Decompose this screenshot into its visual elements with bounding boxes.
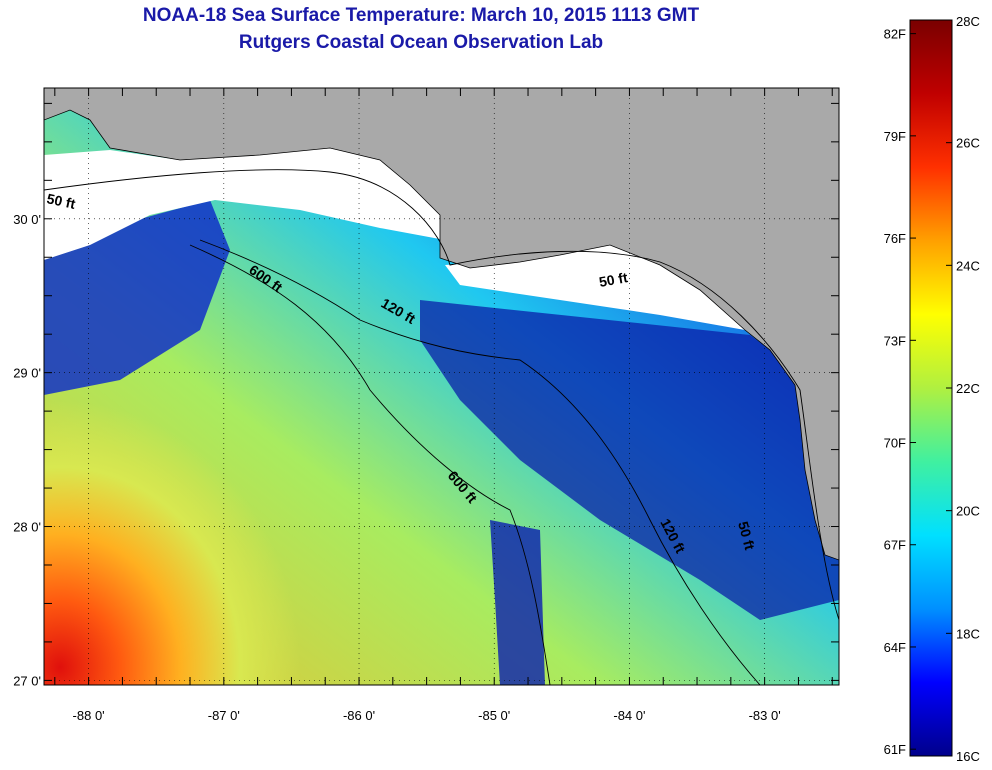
colorbar: 28C 26C 24C 22C 20C 18C 16C 82F 79F 76F 73F 70F 67F 6… bbox=[884, 14, 980, 764]
fahrenheit-label: 67F bbox=[884, 538, 906, 553]
chart-title: NOAA-18 Sea Surface Temperature: March 1… bbox=[142, 5, 700, 26]
colorbar-labels: 28C 26C 24C 22C 20C 18C 16C 82F 79F 76F 73F 70F 67F 6… bbox=[884, 14, 980, 764]
celsius-label: 22C bbox=[956, 381, 980, 396]
celsius-label: 26C bbox=[956, 136, 980, 151]
axis-ticks: -88 0' -87 0' -86 0' -85 0' -84 0' -83 0' 27 0… bbox=[13, 88, 839, 723]
celsius-label: 16C bbox=[956, 749, 980, 764]
celsius-label: 20C bbox=[956, 504, 980, 519]
contour-50ft bbox=[44, 169, 839, 621]
lon-tick-label: -88 0' bbox=[73, 708, 105, 723]
cold-water-filament bbox=[490, 520, 545, 685]
no-data-region-bigbend bbox=[445, 245, 745, 330]
cold-water-northwest bbox=[44, 200, 230, 395]
contour-label: 50 ft bbox=[735, 520, 758, 552]
lat-tick-label: 27 0' bbox=[13, 673, 41, 688]
lon-tick-label: -85 0' bbox=[478, 708, 510, 723]
lon-tick-label: -86 0' bbox=[343, 708, 375, 723]
fahrenheit-label: 82F bbox=[884, 27, 906, 42]
warm-water-region bbox=[44, 330, 364, 685]
fahrenheit-label: 61F bbox=[884, 742, 906, 757]
map-frame bbox=[43, 87, 840, 686]
contour-600ft bbox=[189, 244, 551, 685]
land-mass bbox=[44, 88, 839, 561]
contour-120ft bbox=[199, 239, 761, 685]
lon-tick-label: -87 0' bbox=[208, 708, 240, 723]
colorbar-strip bbox=[909, 19, 953, 757]
lat-tick-label: 28 0' bbox=[13, 520, 41, 535]
lon-tick-label: -84 0' bbox=[613, 708, 645, 723]
map-panel: 50 ft 600 ft 120 ft 50 ft 600 ft 120 ft … bbox=[44, 88, 839, 685]
celsius-label: 18C bbox=[956, 626, 980, 641]
lon-tick-label: -83 0' bbox=[749, 708, 781, 723]
contour-label: 50 ft bbox=[45, 190, 77, 212]
fahrenheit-label: 73F bbox=[884, 333, 906, 348]
no-data-region-north bbox=[44, 145, 445, 260]
contour-label: 50 ft bbox=[598, 269, 629, 290]
chart-subtitle: Rutgers Coastal Ocean Observation Lab bbox=[238, 32, 604, 53]
fahrenheit-label: 70F bbox=[884, 436, 906, 451]
cold-water-band bbox=[420, 300, 839, 620]
lat-tick-label: 29 0' bbox=[13, 366, 41, 381]
fahrenheit-label: 64F bbox=[884, 640, 906, 655]
fahrenheit-label: 76F bbox=[884, 231, 906, 246]
celsius-label: 28C bbox=[956, 14, 980, 29]
celsius-label: 24C bbox=[956, 258, 980, 273]
lat-tick-label: 30 0' bbox=[13, 212, 41, 227]
fahrenheit-label: 79F bbox=[884, 129, 906, 144]
